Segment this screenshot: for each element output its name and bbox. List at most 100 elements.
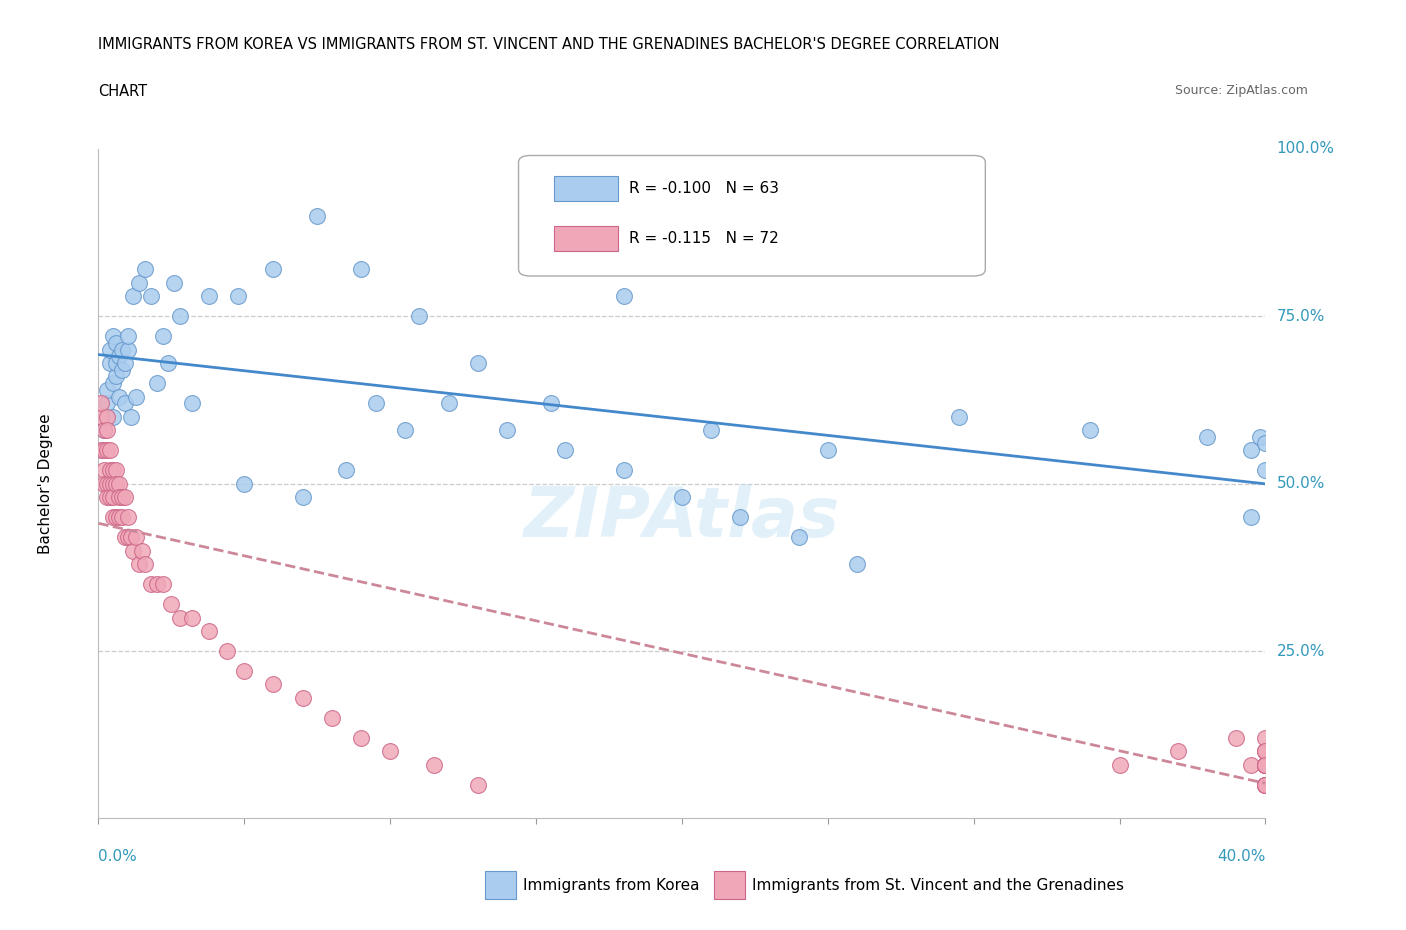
Point [108, 510, 131, 525]
Point [111, 489, 134, 504]
Point [1195, 430, 1218, 445]
Point [1254, 777, 1277, 792]
Point [98, 489, 121, 504]
Point [350, 262, 373, 277]
Point [108, 389, 131, 404]
Text: 50.0%: 50.0% [1277, 476, 1324, 491]
Point [114, 489, 136, 504]
Point [700, 422, 723, 437]
Point [101, 329, 124, 344]
Point [111, 342, 134, 357]
Point [111, 363, 134, 378]
Text: 75.0%: 75.0% [1277, 309, 1324, 324]
Point [125, 530, 148, 545]
Text: 25.0%: 25.0% [1277, 644, 1324, 658]
Point [1254, 757, 1277, 772]
Point [128, 556, 150, 571]
Point [131, 543, 153, 558]
Point [134, 556, 156, 571]
Point [101, 510, 124, 525]
Point [101, 409, 124, 424]
Text: Source: ZipAtlas.com: Source: ZipAtlas.com [1174, 84, 1308, 97]
Point [120, 530, 142, 545]
Point [160, 597, 183, 612]
Point [122, 288, 145, 303]
Point [1240, 510, 1263, 525]
Point [96, 443, 118, 458]
Point [93, 422, 115, 437]
Text: 40.0%: 40.0% [1218, 849, 1265, 864]
Point [90, 409, 112, 424]
Point [98, 443, 121, 458]
Point [262, 677, 284, 692]
Point [215, 644, 238, 658]
Point [1240, 757, 1263, 772]
Point [364, 396, 387, 411]
Point [163, 275, 186, 290]
Point [139, 577, 162, 591]
Point [1254, 757, 1277, 772]
Point [90, 443, 112, 458]
Point [104, 369, 127, 384]
Text: 0.0%: 0.0% [98, 849, 138, 864]
Point [1108, 757, 1130, 772]
Point [108, 476, 131, 491]
Point [111, 510, 134, 525]
Point [228, 288, 250, 303]
Point [467, 777, 489, 792]
Point [128, 275, 150, 290]
Point [169, 610, 191, 625]
Point [96, 422, 118, 437]
Point [125, 389, 148, 404]
Point [671, 489, 693, 504]
Point [98, 342, 121, 357]
Point [157, 355, 180, 370]
Point [101, 463, 124, 478]
Point [948, 409, 970, 424]
Point [307, 208, 329, 223]
Point [1254, 463, 1277, 478]
Point [467, 355, 489, 370]
Point [98, 355, 121, 370]
Point [495, 422, 517, 437]
Point [728, 510, 751, 525]
Point [152, 577, 174, 591]
Point [117, 329, 139, 344]
Point [96, 476, 118, 491]
Text: ZIPAtlas: ZIPAtlas [524, 484, 839, 551]
Point [98, 476, 121, 491]
Point [134, 262, 156, 277]
Point [1249, 430, 1271, 445]
Text: IMMIGRANTS FROM KOREA VS IMMIGRANTS FROM ST. VINCENT AND THE GRENADINES BACHELOR: IMMIGRANTS FROM KOREA VS IMMIGRANTS FROM… [98, 37, 1000, 52]
Point [122, 543, 145, 558]
Point [423, 757, 446, 772]
Point [787, 530, 810, 545]
FancyBboxPatch shape [519, 155, 986, 276]
Point [291, 489, 314, 504]
Point [817, 443, 839, 458]
Point [1254, 436, 1277, 451]
Point [394, 422, 416, 437]
Point [169, 309, 191, 324]
Text: R = -0.115   N = 72: R = -0.115 N = 72 [630, 231, 779, 246]
Point [114, 396, 136, 411]
Point [554, 443, 576, 458]
Point [120, 409, 142, 424]
FancyBboxPatch shape [554, 176, 617, 201]
Point [152, 329, 174, 344]
Point [378, 744, 402, 759]
Point [101, 489, 124, 504]
Point [1254, 777, 1277, 792]
Point [1254, 757, 1277, 772]
Point [1080, 422, 1102, 437]
Point [96, 489, 118, 504]
Point [180, 610, 202, 625]
Point [117, 510, 139, 525]
FancyBboxPatch shape [554, 226, 617, 251]
Point [437, 396, 460, 411]
Point [146, 577, 169, 591]
Point [104, 355, 127, 370]
Point [1254, 744, 1277, 759]
Point [540, 396, 562, 411]
Point [845, 556, 868, 571]
